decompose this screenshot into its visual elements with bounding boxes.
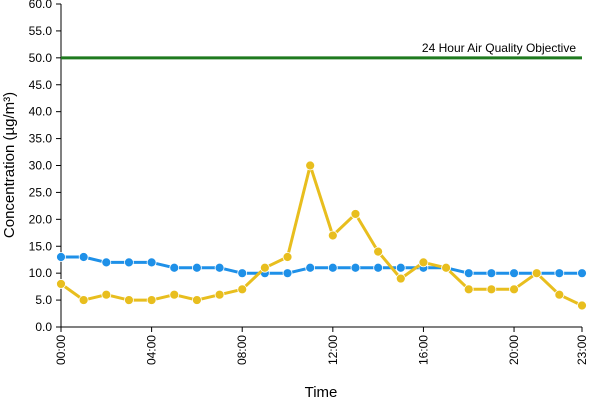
series-1-line [59, 255, 584, 275]
series-2-point [554, 289, 565, 300]
series-1-point [463, 268, 474, 279]
x-tick-label: 04:00 [145, 335, 159, 365]
series-1-point [124, 257, 134, 268]
series-1-point [56, 252, 66, 262]
series-2-point [124, 295, 134, 305]
x-tick-label: 08:00 [235, 335, 249, 365]
series-1-point [305, 262, 316, 273]
series-2-point [259, 262, 270, 273]
series-1-point [373, 262, 384, 273]
series-1-point [395, 262, 406, 273]
series-1-point [282, 268, 293, 279]
x-tick-label: 16:00 [416, 335, 430, 365]
series-1-point [78, 252, 89, 262]
x-tick-label: 00:00 [54, 335, 68, 365]
y-axis-ticks: 0.0 5.0 10.0 15.0 20.0 25.0 30.0 35.0 40.0 45.0 50… [29, 0, 61, 334]
x-axis-ticks: 00:00 04:00 08:00 12:00 16:00 20:00 23:00 [54, 327, 589, 365]
series-2-point [305, 160, 316, 171]
y-tick-label: 50.0 [29, 51, 53, 65]
series-1-point [214, 262, 225, 273]
series-2-point [486, 284, 497, 295]
series-1-point [327, 262, 338, 273]
series-2-point [441, 262, 451, 273]
x-axis-title: Time [305, 384, 338, 400]
y-tick-label: 30.0 [29, 159, 53, 173]
series-2-line [59, 164, 584, 307]
y-tick-label: 55.0 [29, 24, 53, 38]
y-tick-label: 20.0 [29, 212, 53, 226]
series-1-point [237, 268, 248, 279]
y-tick-label: 25.0 [29, 185, 53, 199]
series-1-point [509, 268, 519, 279]
series-2-point [350, 209, 361, 219]
series-2-point [418, 257, 429, 268]
series-1-point [554, 268, 565, 279]
series-2-point [214, 289, 225, 300]
series-2-point [282, 252, 293, 262]
series-2-point [56, 279, 66, 289]
x-tick-label: 12:00 [326, 335, 340, 365]
y-tick-label: 10.0 [29, 266, 53, 280]
series-2-point [373, 246, 384, 257]
series-1-point [169, 262, 180, 273]
series-2-point [577, 300, 587, 311]
series-2-point [101, 289, 112, 300]
series-1-point [350, 262, 361, 273]
series-2-point [509, 284, 519, 295]
y-tick-label: 15.0 [29, 239, 53, 253]
y-tick-label: 40.0 [29, 105, 53, 119]
y-tick-label: 45.0 [29, 78, 53, 92]
reference-line-label: 24 Hour Air Quality Objective [422, 41, 576, 55]
series-2-point [531, 268, 542, 279]
series-group [56, 160, 587, 311]
series-1-point [192, 262, 202, 273]
series-2-point [395, 273, 406, 284]
series-1-point [577, 268, 587, 279]
series-1-point [146, 257, 157, 268]
series-2-point [327, 230, 338, 241]
y-tick-label: 60.0 [29, 0, 53, 11]
series-2-point [78, 295, 89, 305]
series-1-point [486, 268, 497, 279]
reference-line-group: 24 Hour Air Quality Objective [61, 41, 582, 60]
y-axis-title: Concentration (µg/m³) [1, 92, 18, 238]
x-tick-label: 23:00 [575, 335, 589, 365]
series-1-point [101, 257, 112, 268]
y-tick-label: 5.0 [35, 293, 52, 307]
series-2-point [237, 284, 248, 295]
series-2-point [169, 289, 180, 300]
x-tick-label: 20:00 [507, 335, 521, 365]
series-2-point [192, 295, 202, 305]
series-2-point [146, 295, 157, 305]
series-2-point [463, 284, 474, 295]
y-tick-label: 35.0 [29, 132, 53, 146]
y-tick-label: 0.0 [35, 320, 52, 334]
